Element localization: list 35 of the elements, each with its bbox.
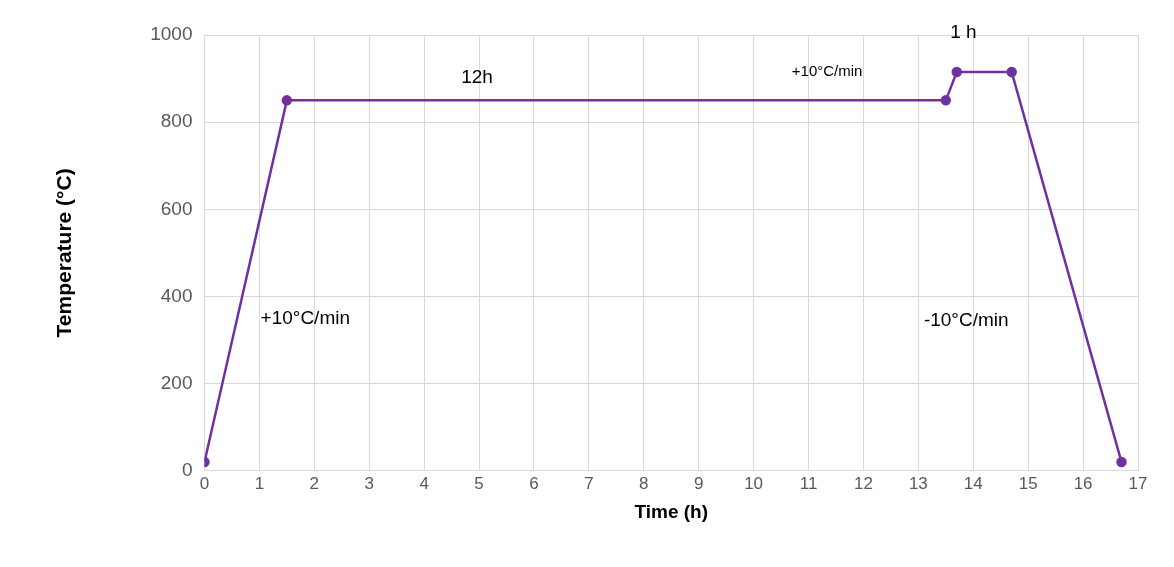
point — [1006, 66, 1017, 78]
x-tick-label: 16 — [1073, 473, 1093, 493]
x-tick-label: 4 — [419, 473, 429, 493]
y-tick-label: 200 — [160, 371, 193, 393]
x-tick-label: 14 — [963, 473, 983, 493]
x-tick-label: 13 — [908, 473, 928, 493]
x-axis-title: Time (h) — [634, 500, 709, 522]
annotation: +10°C/min — [791, 62, 863, 80]
x-tick-label: 12 — [853, 473, 873, 493]
x-tick-label: 11 — [799, 473, 818, 493]
x-tick-label: 9 — [693, 473, 704, 493]
x-tick-label: 8 — [639, 473, 649, 493]
annotation: 1 h — [950, 21, 977, 43]
point — [1116, 456, 1127, 468]
x-tick-label: 0 — [199, 473, 210, 493]
y-tick-label: 1000 — [150, 23, 193, 45]
y-tick-label: 400 — [160, 284, 193, 306]
y-axis-title: Temperature (°C) — [52, 168, 76, 338]
point — [940, 95, 952, 106]
annotation: 12h — [461, 65, 493, 87]
x-tick-label: 2 — [309, 473, 320, 493]
x-tick-label: 3 — [364, 473, 374, 493]
y-tick-label: 600 — [160, 197, 193, 219]
x-tick-label: 17 — [1128, 473, 1148, 493]
point — [951, 66, 963, 78]
x-tick-label: 10 — [744, 473, 764, 493]
x-tick-label: 6 — [529, 473, 539, 493]
annotation: +10°C/min — [260, 306, 351, 328]
x-tick-label: 1 — [254, 473, 265, 493]
x-tick-label: 7 — [584, 473, 594, 493]
annotation: -10°C/min — [923, 308, 1009, 330]
point — [281, 95, 293, 106]
y-tick-label: 800 — [160, 110, 193, 132]
x-tick-label: 15 — [1018, 473, 1038, 493]
x-tick-label: 5 — [474, 473, 484, 493]
